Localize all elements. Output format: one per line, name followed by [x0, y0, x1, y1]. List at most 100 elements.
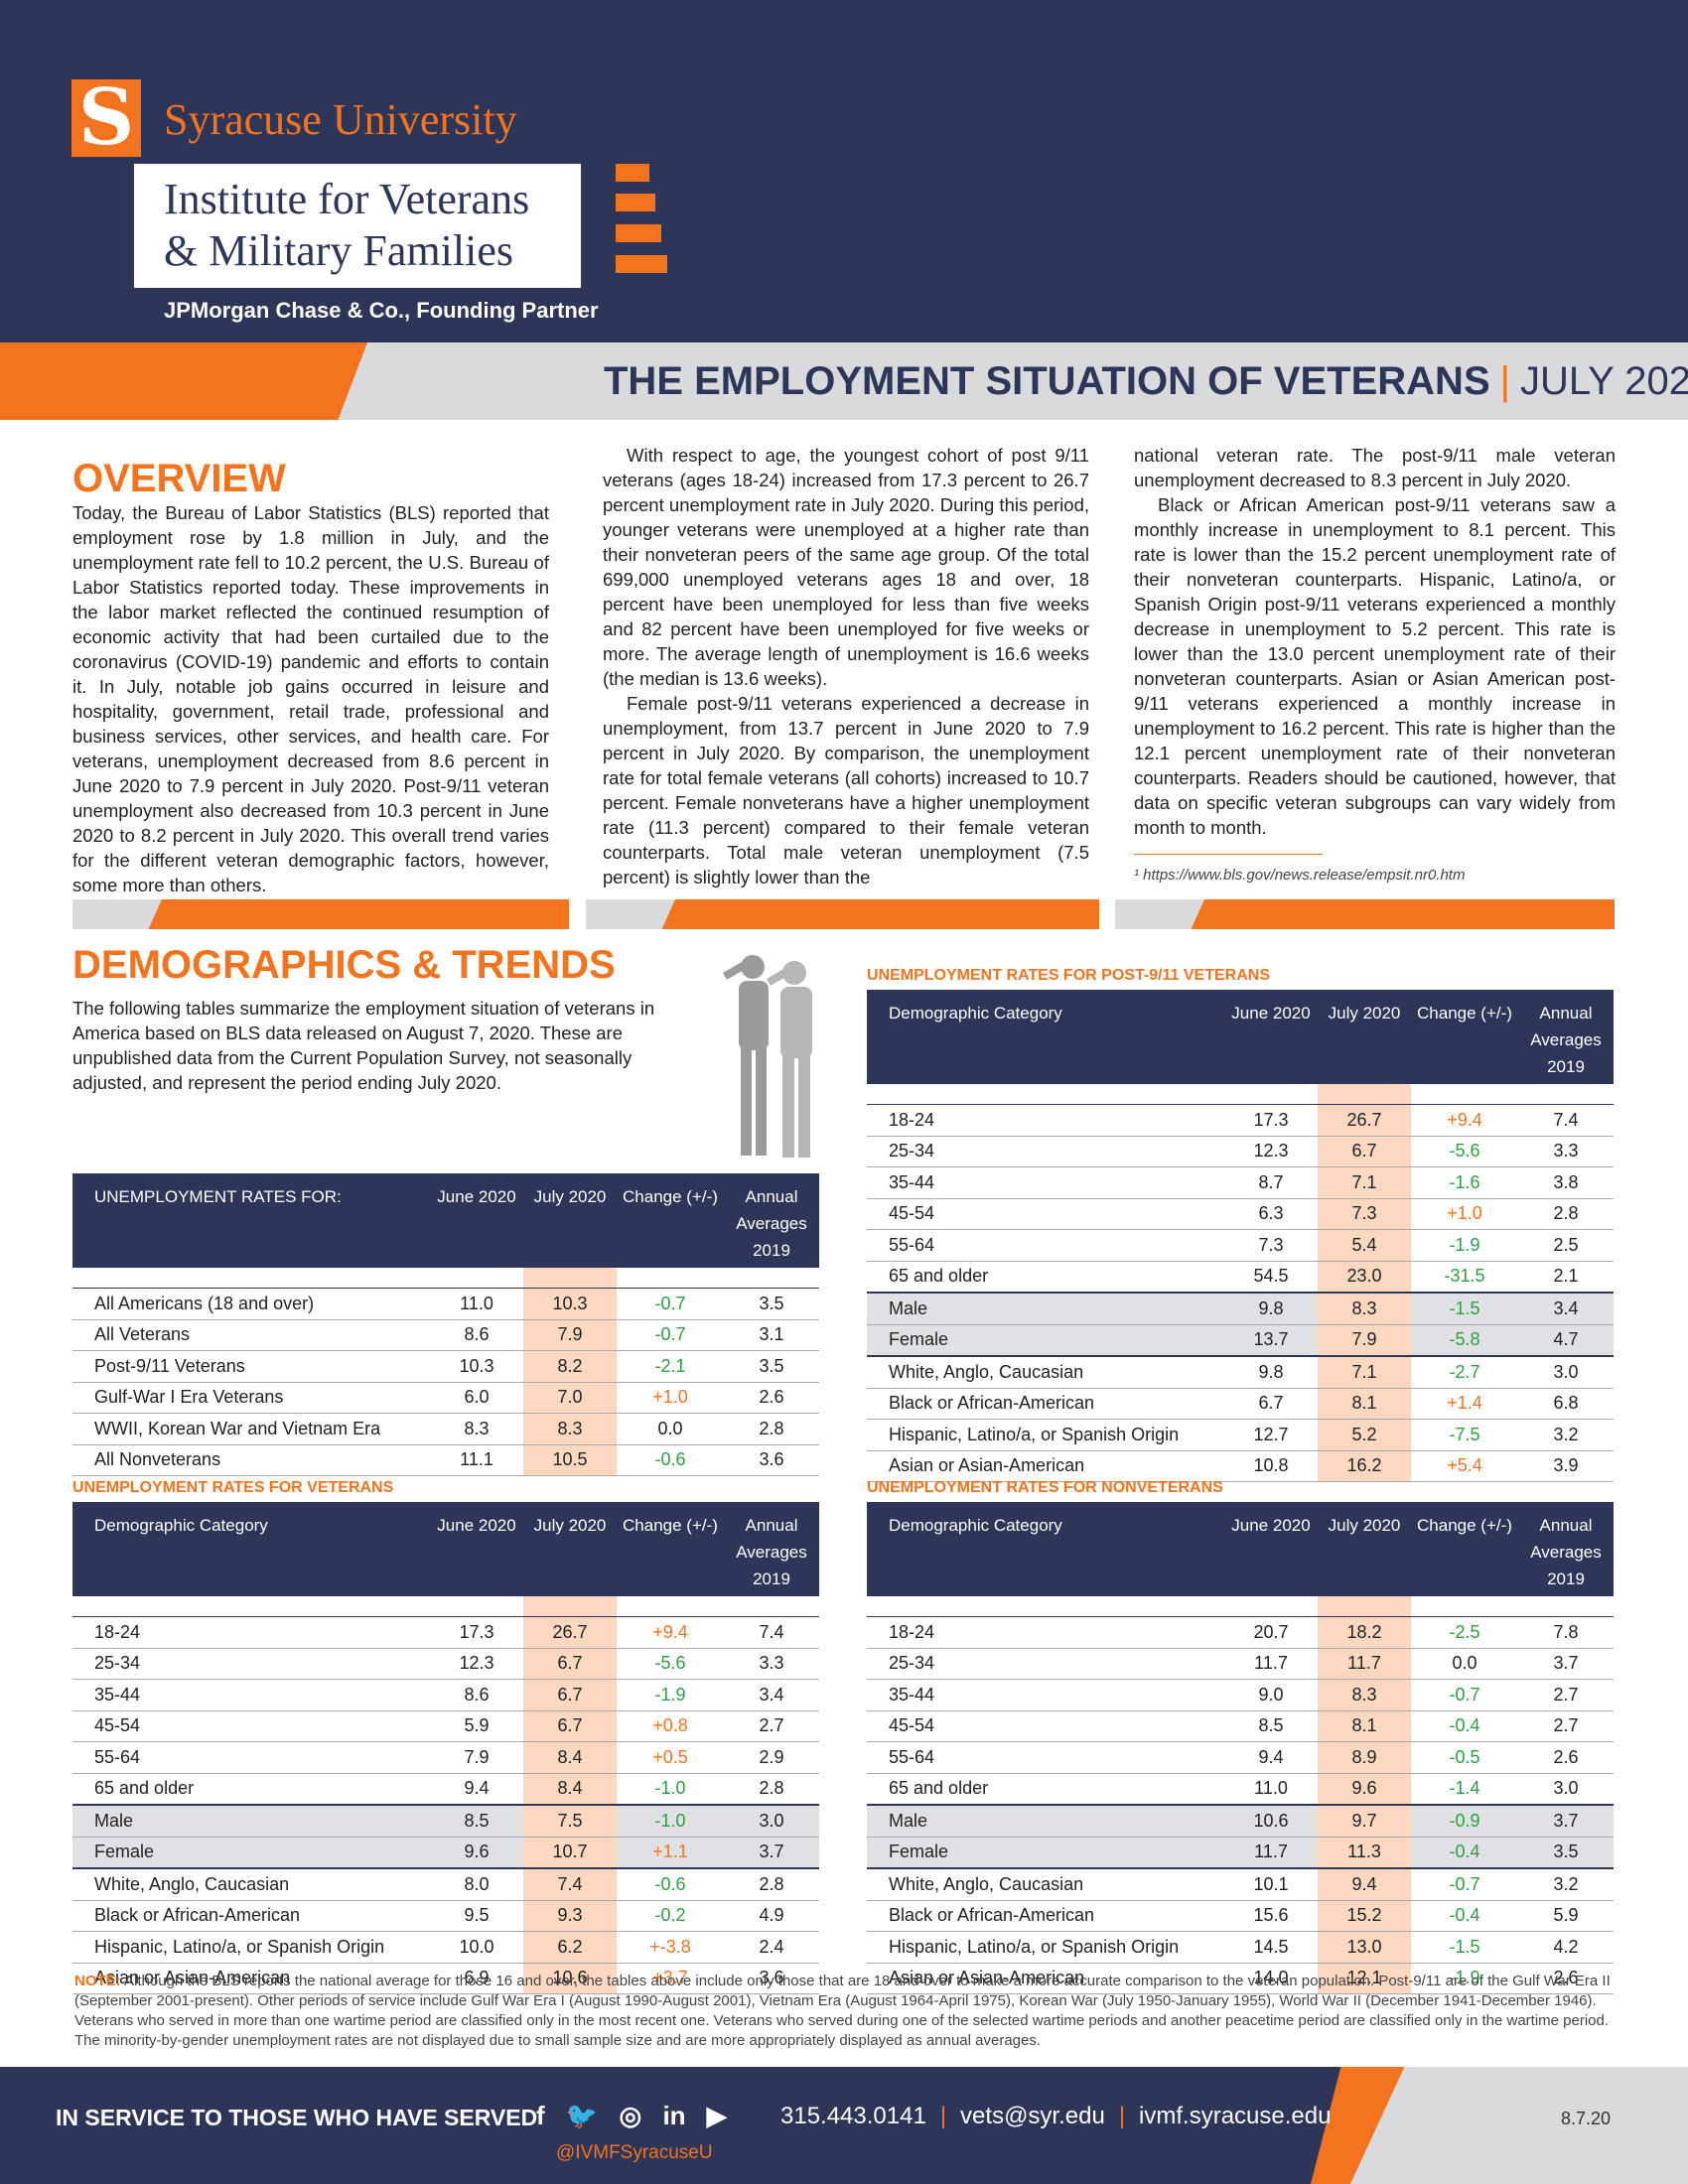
- annual-value: 4.9: [724, 1900, 819, 1932]
- table-veteran-rates: Demographic Category June 2020 July 2020…: [72, 1502, 819, 1994]
- change-value: -0.7: [1411, 1679, 1518, 1711]
- june-value: 8.0: [430, 1868, 523, 1901]
- change-value: -1.0: [617, 1773, 724, 1806]
- email-link[interactable]: vets@syr.edu: [960, 2103, 1105, 2129]
- website-link[interactable]: ivmf.syracuse.edu: [1139, 2103, 1332, 2129]
- column-header: June 2020: [430, 1173, 523, 1268]
- facebook-icon[interactable]: f: [536, 2101, 545, 2130]
- saluting-soldiers-icon: [723, 955, 812, 1158]
- change-value: 0.0: [617, 1413, 724, 1445]
- change-value: -1.4: [1411, 1773, 1518, 1806]
- change-value: -0.4: [1411, 1837, 1518, 1869]
- june-value: 11.7: [1224, 1648, 1318, 1680]
- table-caption: UNEMPLOYMENT RATES FOR POST-9/11 VETERAN…: [867, 967, 1270, 984]
- june-value: 12.7: [1224, 1419, 1318, 1451]
- row-label: 55-64: [867, 1229, 1224, 1262]
- row-label: 35-44: [867, 1166, 1224, 1199]
- overview-column-3: national veteran rate. The post-9/11 mal…: [1134, 443, 1616, 887]
- linkedin-icon[interactable]: in: [662, 2101, 686, 2130]
- july-value: 7.3: [1318, 1198, 1411, 1230]
- logo-stripe-icon: [616, 164, 649, 182]
- row-label: All Veterans: [72, 1319, 430, 1351]
- change-value: -0.6: [617, 1444, 724, 1476]
- twitter-icon[interactable]: 🐦: [565, 2101, 599, 2130]
- column-header: Change (+/-): [1411, 1502, 1518, 1596]
- july-value: 23.0: [1318, 1261, 1411, 1294]
- change-value: -0.6: [617, 1868, 724, 1901]
- july-value: 5.2: [1318, 1419, 1411, 1451]
- row-label: 65 and older: [72, 1773, 430, 1806]
- annual-value: 7.8: [1518, 1616, 1614, 1649]
- footnote-link[interactable]: ¹ https://www.bls.gov/news.release/empsi…: [1134, 867, 1466, 884]
- july-value: 8.4: [523, 1741, 617, 1774]
- title-main: THE EMPLOYMENT SITUATION OF VETERANS: [604, 359, 1490, 403]
- row-label: WWII, Korean War and Vietnam Era: [72, 1413, 430, 1445]
- row-label: Male: [72, 1805, 430, 1838]
- annual-value: 7.4: [724, 1616, 819, 1649]
- contact-info: 315.443.0141 | vets@syr.edu | ivmf.syracuse.…: [780, 2103, 1332, 2129]
- row-label: Black or African-American: [867, 1900, 1224, 1932]
- july-value: 9.6: [1318, 1773, 1411, 1806]
- table-row: White, Anglo, Caucasian 8.0 7.4 -0.6 2.8: [72, 1868, 819, 1901]
- column-header: Annual Averages 2019: [1518, 1502, 1614, 1596]
- table-row: Black or African-American 9.5 9.3 -0.2 4.9: [72, 1900, 819, 1932]
- june-value: 9.4: [430, 1773, 523, 1806]
- change-value: -1.9: [1411, 1229, 1518, 1262]
- row-label: Black or African-American: [72, 1900, 430, 1932]
- change-value: -0.7: [617, 1319, 724, 1351]
- july-value: 6.7: [523, 1710, 617, 1742]
- july-value: 11.7: [1318, 1648, 1411, 1680]
- june-value: 17.3: [1224, 1104, 1318, 1137]
- annual-value: 3.0: [1518, 1773, 1614, 1806]
- social-handle[interactable]: @IVMFSyracuseU: [556, 2142, 713, 2163]
- annual-value: 2.7: [724, 1710, 819, 1742]
- table-row: Female 13.7 7.9 -5.8 4.7: [867, 1324, 1614, 1357]
- institute-name-line1: Institute for Veterans: [164, 175, 530, 223]
- row-label: Female: [867, 1324, 1224, 1357]
- spacer-row: [867, 1596, 1614, 1617]
- column-header: UNEMPLOYMENT RATES FOR:: [72, 1173, 430, 1268]
- column-header: Demographic Category: [867, 990, 1224, 1084]
- column-header: July 2020: [1318, 1502, 1411, 1596]
- row-label: 55-64: [72, 1741, 430, 1774]
- row-label: 45-54: [867, 1198, 1224, 1230]
- annual-value: 3.4: [1518, 1293, 1614, 1325]
- annual-value: 2.9: [724, 1741, 819, 1774]
- document-title: THE EMPLOYMENT SITUATION OF VETERANS | JUL…: [604, 359, 1688, 404]
- july-value: 8.3: [1318, 1679, 1411, 1711]
- annual-value: 3.3: [1518, 1136, 1614, 1167]
- note-label: NOTE:: [74, 1973, 121, 1989]
- instagram-icon[interactable]: ◎: [619, 2101, 642, 2130]
- column-header: Change (+/-): [617, 1173, 724, 1268]
- overview-heading: OVERVIEW: [72, 457, 286, 500]
- july-value: 26.7: [523, 1616, 617, 1649]
- overview-paragraph: With respect to age, the youngest cohort…: [603, 445, 1089, 689]
- june-value: 13.7: [1224, 1324, 1318, 1357]
- row-label: Male: [867, 1293, 1224, 1325]
- june-value: 10.3: [430, 1350, 523, 1383]
- annual-value: 2.8: [724, 1773, 819, 1806]
- table-row: 25-34 12.3 6.7 -5.6 3.3: [867, 1136, 1614, 1167]
- logo-stripe-icon: [616, 224, 661, 242]
- column-header: July 2020: [523, 1173, 617, 1268]
- table-row: WWII, Korean War and Vietnam Era 8.3 8.3 0.…: [72, 1413, 819, 1445]
- table-row: 35-44 8.7 7.1 -1.6 3.8: [867, 1166, 1614, 1199]
- annual-value: 3.8: [1518, 1166, 1614, 1199]
- change-value: -1.5: [1411, 1931, 1518, 1964]
- row-label: 65 and older: [867, 1261, 1224, 1294]
- phone-number[interactable]: 315.443.0141: [780, 2103, 926, 2129]
- annual-value: 3.5: [724, 1350, 819, 1383]
- institute-name-line2: & Military Families: [164, 226, 513, 275]
- june-value: 14.0: [1224, 1963, 1318, 1994]
- july-value: 6.7: [523, 1648, 617, 1680]
- june-value: 54.5: [1224, 1261, 1318, 1294]
- column-header: July 2020: [1318, 990, 1411, 1084]
- youtube-icon[interactable]: ▶: [706, 2101, 727, 2130]
- change-value: +5.4: [1411, 1450, 1518, 1482]
- table-row: 55-64 9.4 8.9 -0.5 2.6: [867, 1741, 1614, 1774]
- row-label: 25-34: [867, 1136, 1224, 1167]
- title-date: JULY 2020: [1520, 359, 1688, 403]
- annual-value: 2.8: [724, 1413, 819, 1445]
- table-caption: UNEMPLOYMENT RATES FOR NONVETERANS: [867, 1479, 1223, 1496]
- row-label: 35-44: [867, 1679, 1224, 1711]
